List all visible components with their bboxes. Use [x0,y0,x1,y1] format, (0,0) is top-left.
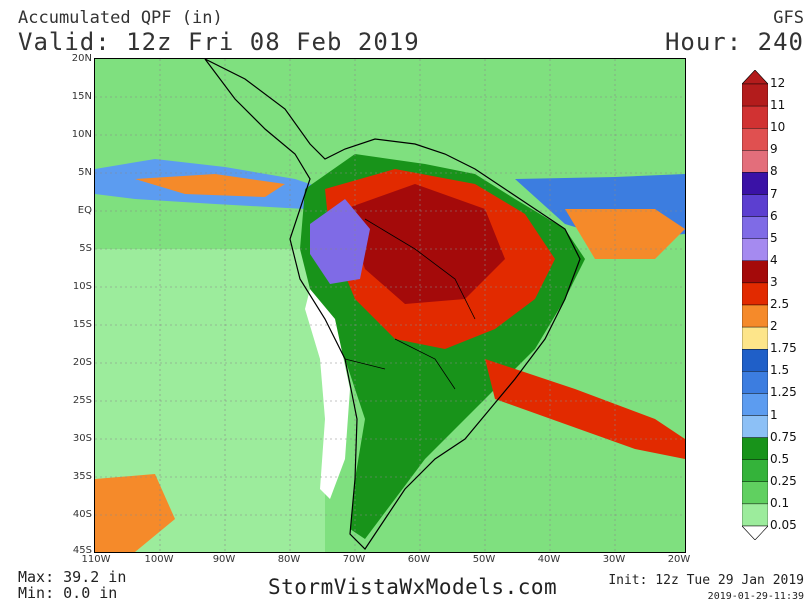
coastline [204,59,581,550]
sacz-band [485,359,685,459]
lon-label: 100W [144,554,174,565]
legend-top-arrow [742,70,768,85]
legend-swatch [742,481,768,505]
init-time: Init: 12z Tue 29 Jan 2019 [608,573,804,588]
lat-label: 10S [72,281,92,292]
lon-label: 110W [81,554,111,565]
lon-label: 40W [537,554,561,565]
legend-swatch [742,371,768,394]
legend-label: 1.25 [770,385,797,400]
legend-swatch [742,83,768,107]
lat-label: 5S [79,243,92,254]
legend-label: 6 [770,208,778,223]
lat-label: 20S [72,357,92,368]
legend-label: 2 [770,319,778,334]
itcz-core-west [135,174,285,197]
lat-label: 45S [72,545,92,556]
lat-label: 10N [71,129,92,140]
dry-coast [305,289,350,499]
precip-map [94,58,686,553]
lon-label: 70W [342,554,366,565]
forecast-hour: Hour: 240 [664,28,804,56]
amazon-core [345,184,505,304]
legend-swatch [742,437,768,460]
legend-label: 2.5 [770,297,790,311]
country-borders [344,218,476,390]
legend-label: 5 [770,230,778,245]
precip-colorbar [742,70,768,540]
legend-swatch [742,415,768,438]
legend-label: 0.05 [770,518,797,532]
southwest-heavy [95,474,175,552]
legend-swatch [742,326,768,350]
legend-label: 1.75 [770,341,797,356]
legend-label: 0.75 [770,429,797,444]
legend-swatch [742,105,768,129]
lat-label: EQ [77,205,92,216]
legend-swatch [742,503,768,527]
legend-label: 12 [770,76,786,90]
legend-label: 0.5 [770,451,790,466]
legend-swatch [742,459,768,483]
site-watermark: StormVistaWxModels.com [268,575,558,599]
atlantic-heavy [565,209,685,259]
lon-label: 80W [277,554,301,565]
lon-label: 20W [667,554,691,565]
map-title: Accumulated QPF (in) [18,8,223,28]
legend-swatch [742,150,768,173]
legend-swatch [742,349,768,372]
legend-label: 10 [770,120,786,135]
lat-label: 25S [72,395,92,406]
lat-label: 20N [71,53,92,64]
legend-label: 9 [770,142,778,157]
legend-label: 7 [770,186,778,201]
model-name: GFS [773,8,804,28]
min-value: Min: 0.0 in [18,584,118,602]
lat-label: 30S [72,433,92,444]
graticule [95,59,685,552]
timestamp: 2019-01-29-11:39 [707,591,804,602]
legend-swatch [742,172,768,195]
legend-swatch [742,304,768,328]
lat-label: 40S [72,509,92,520]
legend-swatch [742,260,768,284]
lon-label: 50W [472,554,496,565]
lat-label: 15N [71,91,92,102]
legend-swatch [742,128,768,151]
lon-label: 60W [407,554,431,565]
legend-swatch [742,216,768,239]
max-value: Max: 39.2 in [18,568,127,586]
legend-label: 1.5 [770,363,790,378]
legend-swatch [742,282,768,306]
lat-label: 35S [72,471,92,482]
legend-label: 1 [770,407,778,422]
lat-label: 15S [72,319,92,330]
legend-label: 8 [770,164,778,179]
valid-time: Valid: 12z Fri 08 Feb 2019 [18,28,420,56]
lat-label: 5N [78,167,92,178]
legend-label: 4 [770,252,778,267]
legend-label: 3 [770,274,778,289]
lon-label: 30W [602,554,626,565]
legend-swatch [742,238,768,261]
legend-bottom-arrow [742,525,768,540]
legend-label: 0.25 [770,473,797,488]
lon-label: 90W [212,554,236,565]
legend-label: 0.1 [770,495,790,510]
legend-swatch [742,393,768,416]
legend-label: 11 [770,98,786,113]
legend-swatch [742,194,768,217]
